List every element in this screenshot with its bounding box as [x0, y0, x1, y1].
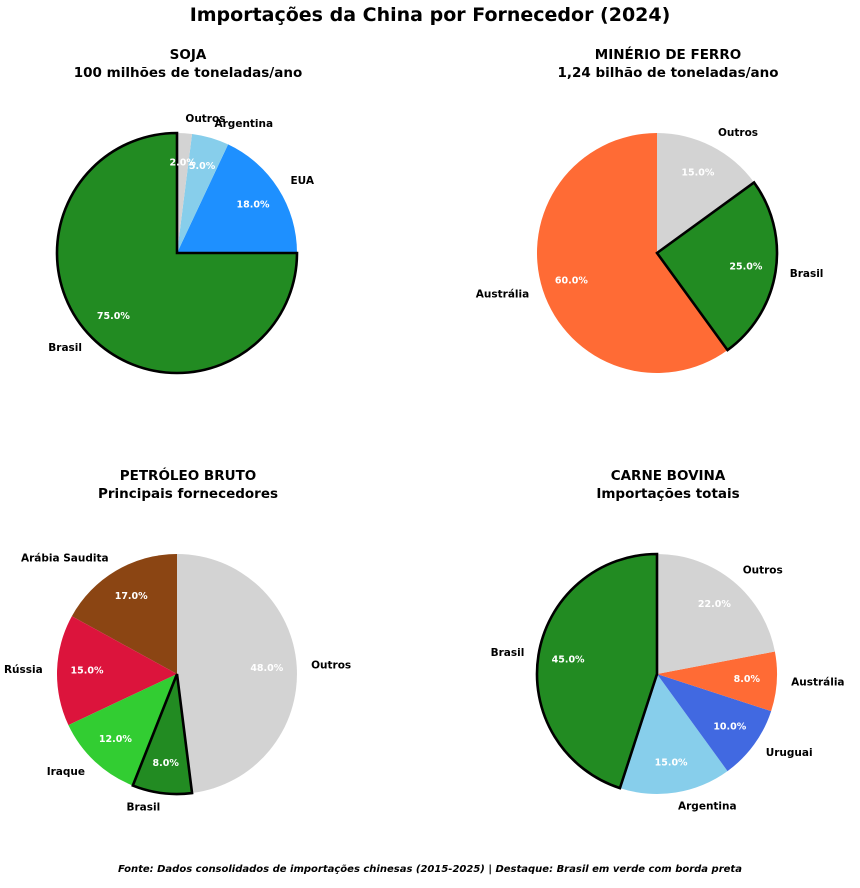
pie-chart-minerio: 60.0% Austrália 25.0% Brasil 15.0% Outros — [476, 127, 824, 373]
chart-panel-minerio: MINÉRIO DE FERRO 1,24 bilhão de tonelada… — [453, 47, 860, 467]
slice-percent-label: 8.0% — [734, 674, 761, 685]
slice-label-australia: Austrália — [476, 289, 529, 301]
pie-slice-brasil — [131, 673, 194, 796]
slice-label-russia: Rússia — [4, 664, 43, 676]
chart-panel-carne: CARNE BOVINA Importações totais 45.0% Bra… — [453, 468, 860, 888]
pie-chart-petroleo: 17.0% Arábia Saudita 15.0% Rússia 12.0% Iraqu… — [4, 552, 351, 813]
pie-slice-arabia-saudita — [71, 554, 177, 674]
slice-label-argentina: Argentina — [678, 801, 737, 813]
slice-percent-label: 2.0% — [170, 158, 197, 169]
chart-subtitle: 100 milhões de toneladas/ano — [73, 65, 303, 81]
slice-percent-label: 8.0% — [153, 758, 180, 769]
chart-subtitle: Importações totais — [596, 486, 740, 502]
slice-label-argentina: Argentina — [215, 118, 274, 130]
slice-percent-label: 5.0% — [189, 161, 216, 172]
slice-label-outros: Outros — [185, 113, 225, 125]
slice-percent-label: 17.0% — [115, 591, 148, 602]
slice-percent-label: 15.0% — [71, 666, 104, 677]
slice-percent-label: 15.0% — [681, 167, 714, 178]
slice-label-outros: Outros — [718, 127, 758, 139]
pie-chart-carne: 45.0% Brasil 15.0% Argentina 10.0% Uruguai 8.0… — [491, 552, 845, 813]
slice-percent-label: 75.0% — [97, 311, 130, 322]
pie-slice-russia — [56, 616, 177, 726]
pie-chart-soja: 75.0% Brasil 18.0% EUA 5.0% Argentina 2.0% Outr… — [48, 113, 315, 375]
chart-subtitle: 1,24 bilhão de toneladas/ano — [557, 65, 779, 81]
slice-label-arabia-saudita: Arábia Saudita — [21, 552, 109, 564]
pie-slice-argentina — [177, 133, 229, 253]
pie-slice-iraque — [68, 674, 177, 786]
slice-percent-label: 10.0% — [713, 721, 746, 732]
slice-percent-label: 18.0% — [237, 199, 270, 210]
pie-slice-outros — [657, 133, 755, 253]
slice-label-brasil: Brasil — [491, 647, 525, 659]
slice-label-uruguai: Uruguai — [766, 747, 813, 759]
slice-percent-label: 15.0% — [655, 757, 688, 768]
slice-percent-label: 12.0% — [99, 734, 132, 745]
slice-label-outros: Outros — [311, 660, 351, 672]
slice-percent-label: 22.0% — [698, 599, 731, 610]
pie-slice-argentina — [619, 674, 728, 795]
main-title: Importações da China por Fornecedor (202… — [189, 4, 671, 26]
slice-percent-label: 60.0% — [555, 275, 588, 286]
pie-slice-brasil — [535, 552, 659, 790]
pie-slice-brasil — [655, 180, 779, 352]
slice-label-iraque: Iraque — [47, 766, 85, 778]
pie-slice-brasil — [55, 131, 299, 375]
source-footnote: Fonte: Dados consolidados de importações… — [118, 864, 742, 875]
pie-slice-eua — [177, 144, 297, 253]
slice-label-brasil: Brasil — [126, 801, 160, 813]
slice-label-australia: Austrália — [791, 676, 844, 688]
chart-title: MINÉRIO DE FERRO — [594, 47, 742, 63]
slice-label-eua: EUA — [291, 175, 315, 187]
chart-subtitle: Principais fornecedores — [97, 486, 279, 502]
chart-title: CARNE BOVINA — [610, 468, 726, 484]
slice-percent-label: 25.0% — [729, 262, 762, 273]
pie-slice-uruguai — [657, 674, 772, 772]
pie-slice-australia — [657, 651, 777, 712]
chart-title: PETRÓLEO BRUTO — [119, 468, 257, 484]
slice-percent-label: 48.0% — [250, 663, 283, 674]
slice-label-brasil: Brasil — [790, 268, 824, 280]
chart-panel-soja: SOJA 100 milhões de toneladas/ano 75.0% B… — [0, 47, 403, 467]
chart-panel-petroleo: PETRÓLEO BRUTO Principais fornecedores 1… — [0, 468, 403, 888]
pie-slice-outros — [177, 554, 297, 794]
pie-slice-outros — [657, 554, 775, 674]
chart-title: SOJA — [169, 47, 207, 63]
pie-slice-australia — [536, 133, 728, 373]
slice-label-outros: Outros — [743, 564, 783, 576]
slice-percent-label: 45.0% — [552, 654, 585, 665]
slice-label-brasil: Brasil — [48, 342, 82, 354]
pie-slice-outros — [177, 133, 193, 253]
